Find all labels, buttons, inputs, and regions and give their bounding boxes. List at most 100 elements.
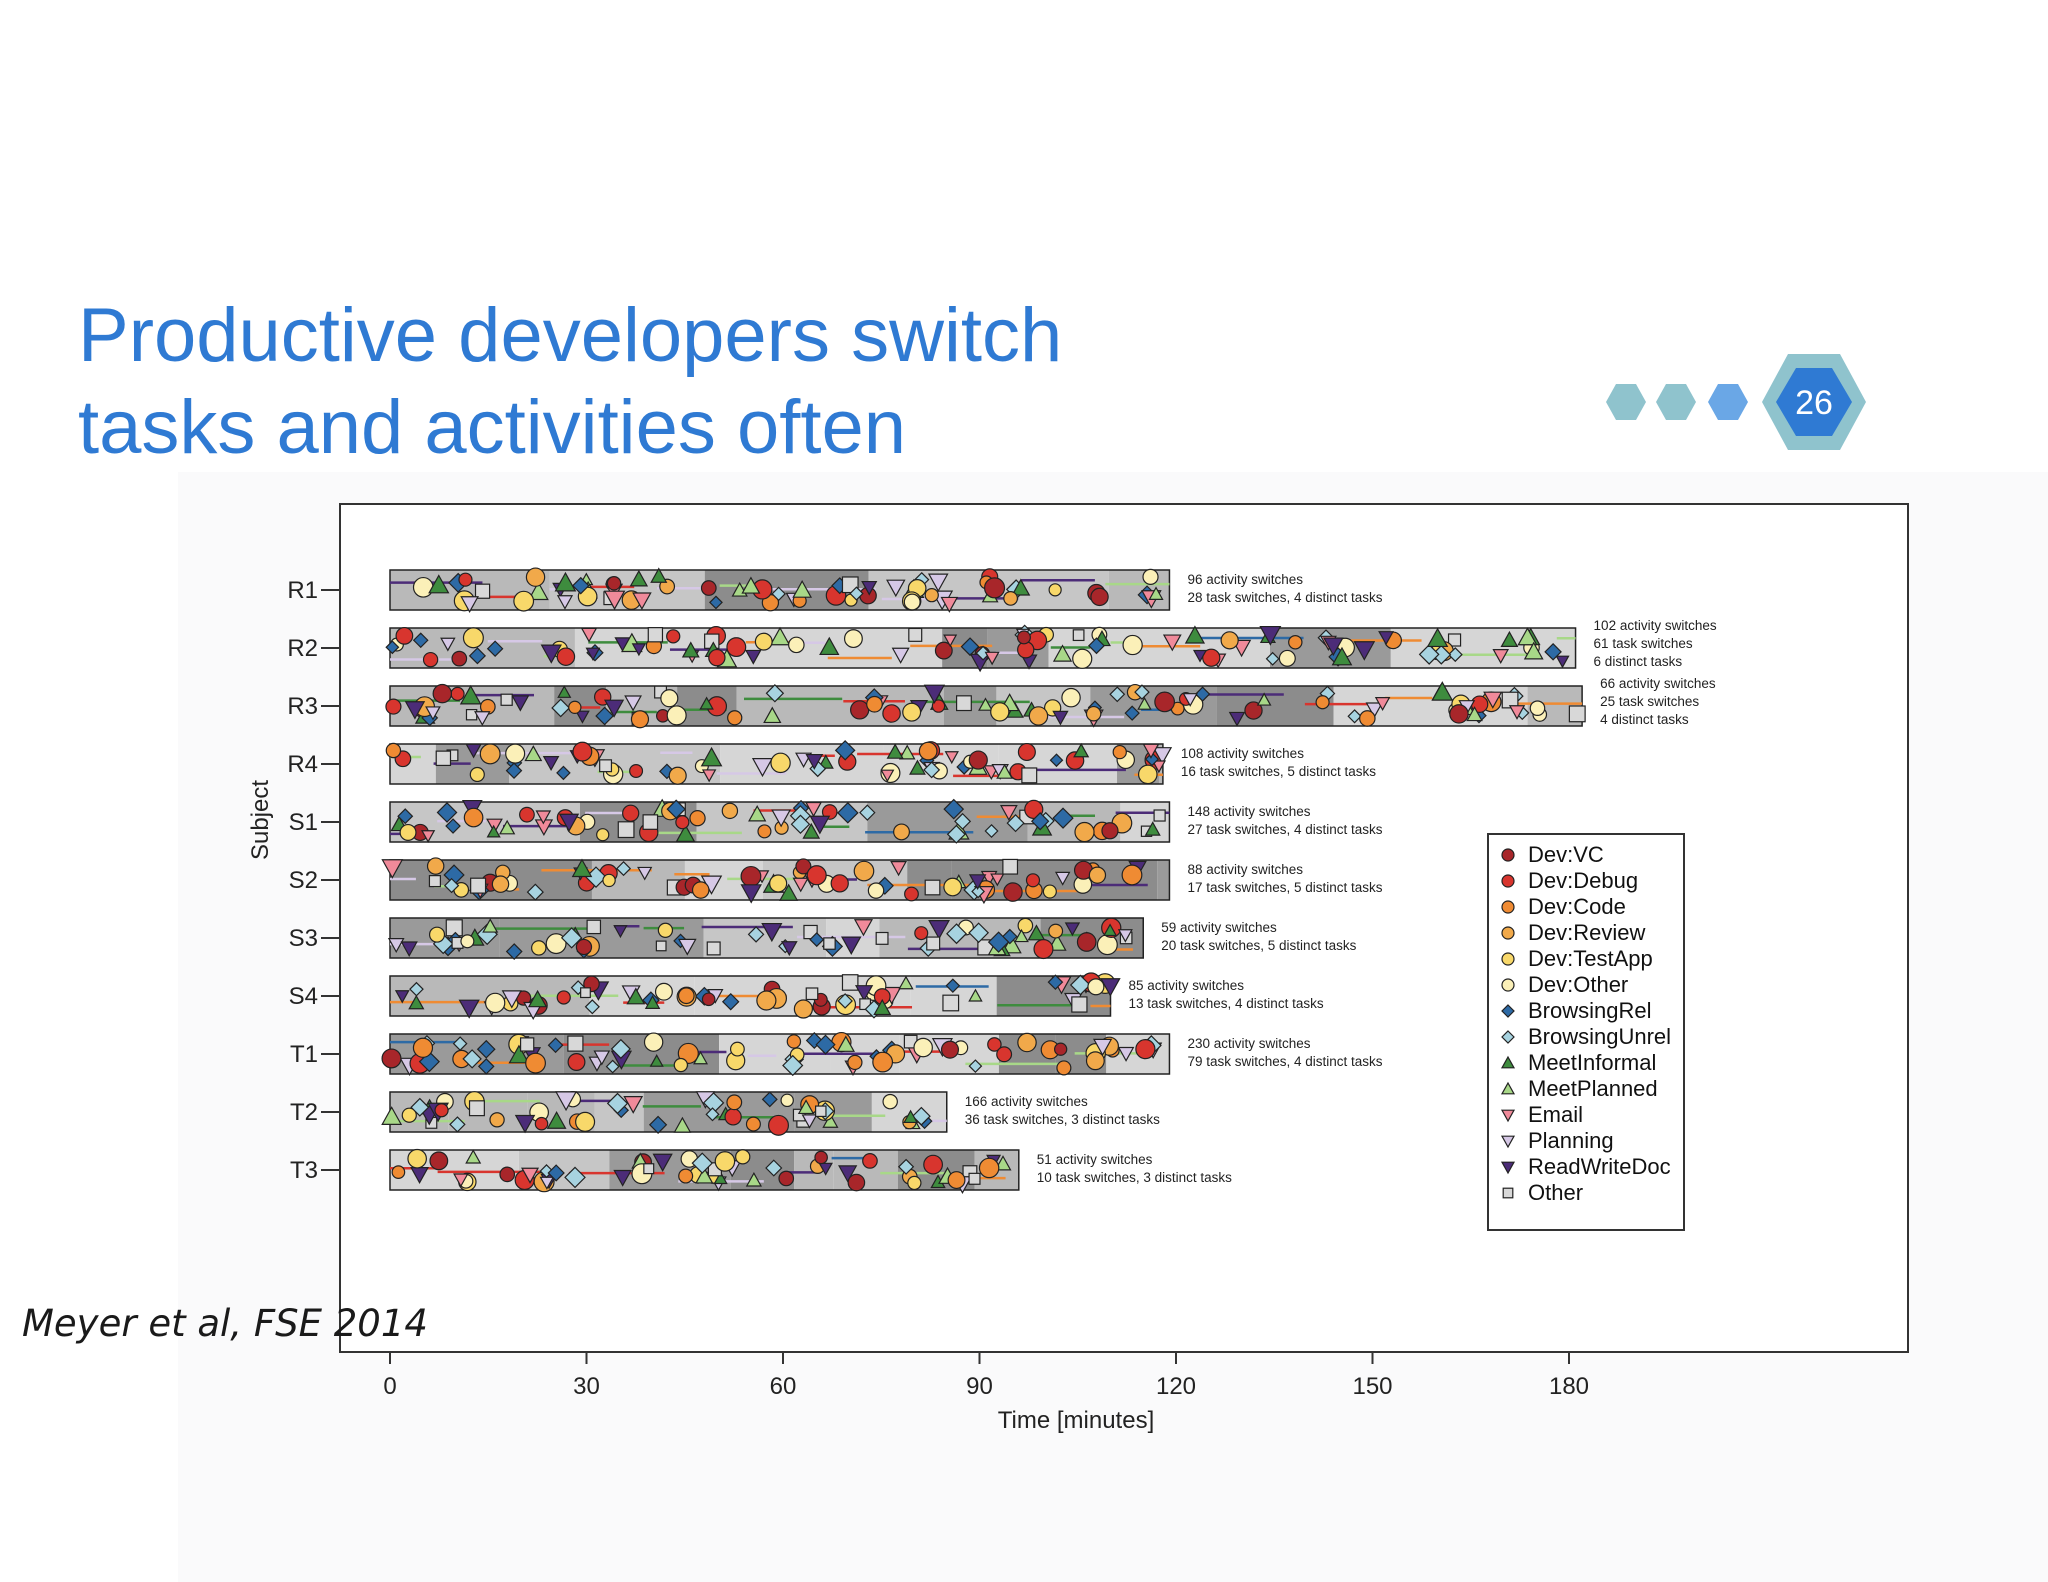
nav-dot-1[interactable]	[1606, 384, 1646, 420]
activity-marker	[947, 1171, 966, 1190]
activity-marker	[923, 761, 941, 779]
nav-dot-3[interactable]	[1708, 384, 1748, 420]
activity-marker	[946, 923, 968, 945]
activity-marker	[556, 595, 574, 610]
activity-marker	[1002, 858, 1019, 875]
activity-marker	[1466, 706, 1483, 722]
activity-marker	[558, 813, 580, 832]
activity-marker	[660, 689, 679, 708]
y-tick-label: T1	[290, 1041, 318, 1068]
activity-marker	[946, 824, 966, 844]
activity-marker	[677, 938, 697, 956]
subject-row-R2: R2 102 activity switches 61 task switches 6…	[287, 618, 1717, 673]
activity-marker	[1074, 821, 1095, 843]
activity-marker	[1244, 701, 1263, 720]
activity-marker	[805, 987, 819, 1001]
subject-row-R4: R4 108 activity switches 16 task switches,…	[287, 740, 1376, 785]
activity-marker	[615, 861, 632, 877]
activity-marker	[1135, 1038, 1156, 1060]
activity-marker	[927, 573, 949, 593]
activity-marker	[754, 632, 773, 651]
legend-label: MeetPlanned	[1528, 1076, 1658, 1101]
activity-marker	[613, 1169, 633, 1187]
activity-marker	[580, 987, 591, 999]
y-tick-label: T2	[290, 1099, 318, 1126]
activity-marker	[913, 1037, 933, 1058]
activity-marker	[394, 990, 410, 1004]
activity-marker	[1134, 684, 1150, 700]
subject-row-S2: S2 88 activity switches 17 task switches, …	[289, 857, 1383, 905]
activity-marker	[486, 824, 501, 838]
activity-marker	[911, 1106, 931, 1126]
activity-marker	[649, 1054, 664, 1067]
activity-marker	[436, 802, 458, 823]
activity-marker	[897, 1158, 915, 1175]
activity-marker	[968, 1059, 983, 1074]
activity-marker	[468, 647, 487, 665]
legend-marker	[1501, 1004, 1515, 1018]
activity-marker	[990, 873, 1005, 887]
activity-marker	[745, 1116, 761, 1132]
activity-marker	[385, 742, 402, 759]
subject-row-R1: R1 96 activity switches 28 task switches, …	[287, 567, 1383, 614]
activity-marker	[381, 1106, 403, 1125]
activity-marker	[505, 943, 523, 960]
activity-marker	[1017, 917, 1034, 934]
activity-marker	[850, 700, 870, 720]
activity-marker	[474, 711, 491, 727]
subject-row-S3: S3 59 activity switches 20 task switches, …	[289, 917, 1357, 960]
activity-marker	[1052, 807, 1074, 829]
activity-marker	[1052, 710, 1069, 726]
activity-marker	[978, 1157, 1000, 1179]
activity-marker	[1109, 686, 1126, 703]
activity-marker	[410, 1097, 430, 1117]
activity-marker	[511, 695, 530, 712]
slide-title: Productive developers switch tasks and a…	[78, 290, 1062, 474]
activity-marker	[568, 700, 582, 714]
activity-marker	[931, 699, 946, 713]
activity-marker	[914, 926, 929, 941]
activity-marker	[1017, 742, 1036, 762]
row-annotation: 6 distinct tasks	[1594, 654, 1683, 669]
activity-marker	[836, 801, 859, 824]
activity-marker	[1071, 996, 1088, 1013]
activity-marker	[1014, 928, 1029, 943]
legend-marker	[1501, 978, 1515, 992]
row-annotation: 108 activity switches	[1181, 746, 1304, 761]
activity-marker	[1085, 705, 1102, 722]
x-axis-label: Time [minutes]	[998, 1407, 1154, 1434]
activity-marker	[429, 1151, 449, 1171]
activity-marker	[1112, 744, 1127, 760]
legend-marker	[1501, 848, 1515, 862]
activity-marker	[401, 1107, 417, 1123]
slide-title-line-1: Productive developers switch	[78, 293, 1063, 378]
subject-row-S1: S1 148 activity switches 27 task switches,…	[289, 798, 1383, 844]
activity-marker	[942, 994, 960, 1012]
activity-marker	[968, 874, 987, 891]
x-tick-label: 30	[573, 1373, 600, 1400]
activity-marker	[595, 706, 614, 726]
activity-marker	[700, 746, 723, 767]
activity-marker	[428, 926, 446, 943]
activity-marker	[571, 858, 593, 878]
activity-marker	[990, 702, 1010, 722]
activity-marker	[391, 1165, 406, 1179]
row-annotation: 102 activity switches	[1594, 618, 1717, 633]
activity-marker	[458, 572, 473, 587]
activity-marker	[809, 932, 825, 948]
activity-marker	[422, 651, 439, 668]
activity-marker	[735, 1149, 751, 1165]
activity-marker	[761, 922, 783, 943]
activity-marker	[450, 686, 465, 701]
legend-marker	[1500, 1055, 1516, 1069]
activity-marker	[838, 1165, 858, 1183]
nav-dot-2[interactable]	[1656, 384, 1696, 420]
activity-marker	[452, 1036, 468, 1051]
activity-marker	[1347, 709, 1362, 724]
activity-marker	[1152, 747, 1173, 765]
figure-panel: R1 96 activity switches 28 task switches, …	[178, 472, 2048, 1582]
activity-marker	[945, 978, 961, 993]
activity-marker	[1103, 923, 1118, 937]
activity-marker	[891, 647, 910, 664]
activity-marker	[904, 886, 919, 902]
